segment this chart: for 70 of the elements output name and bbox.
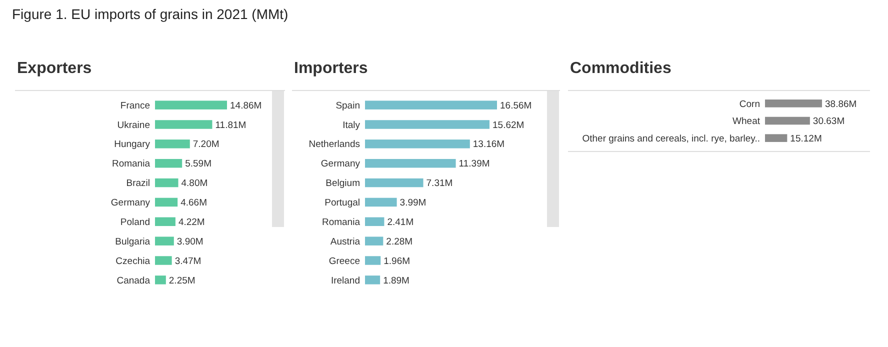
y-tick-label: Wheat xyxy=(732,116,760,128)
y-tick-label: Italy xyxy=(342,120,360,131)
y-tick-label: Netherlands xyxy=(308,139,360,150)
data-label: 1.89M xyxy=(383,275,410,286)
y-tick-label: Corn xyxy=(739,98,760,110)
chart-title: Exporters xyxy=(17,60,92,77)
text: Commodities xyxy=(570,60,672,77)
bar xyxy=(155,120,212,129)
y-tick-label: Canada xyxy=(116,275,151,286)
data-label: 2.25M xyxy=(168,275,196,286)
data-label: 14.86M xyxy=(230,100,262,112)
y-tick-label: Germany xyxy=(110,198,150,209)
y-tick-label: Ukraine xyxy=(117,120,150,131)
y-tick-label: Brazil xyxy=(126,178,150,190)
bar xyxy=(365,158,456,168)
bar xyxy=(365,140,470,148)
y-tick-label: Czechia xyxy=(116,256,151,267)
y-tick-label: Belgium xyxy=(326,178,360,190)
bar xyxy=(155,140,190,148)
bar xyxy=(365,256,381,265)
caption: Figure 1. EU imports of grains in 2021 (MMt) xyxy=(12,6,288,22)
bar xyxy=(365,276,380,284)
bar xyxy=(365,100,497,110)
y-tick-label: Germany xyxy=(320,158,360,170)
data-label: 7.20M xyxy=(192,139,220,150)
y-tick-label: Portugal xyxy=(324,198,360,209)
chart-title: Importers xyxy=(294,60,368,77)
bar xyxy=(155,236,174,246)
y-tick-label: Romania xyxy=(112,158,151,170)
y-tick-label: Ireland xyxy=(330,275,360,286)
bar xyxy=(155,198,178,207)
data-label: 1.96M xyxy=(384,256,410,267)
data-label: 15.62M xyxy=(492,120,524,131)
bar xyxy=(365,120,490,129)
data-label: 3.99M xyxy=(400,198,426,209)
bar xyxy=(155,256,172,265)
bar xyxy=(155,178,178,188)
y-tick-label: France xyxy=(120,100,150,112)
data-label: 3.90M xyxy=(176,236,204,248)
y-tick-label: Hungary xyxy=(114,139,150,150)
data-label: 38.86M xyxy=(825,98,857,110)
data-label: 30.63M xyxy=(812,116,845,128)
data-label: 15.12M xyxy=(790,133,822,144)
y-tick-label: Austria xyxy=(330,236,361,248)
data-label: 4.22M xyxy=(178,216,205,228)
data-label: 4.80M xyxy=(181,178,208,190)
data-label: 3.47M xyxy=(174,256,202,267)
data-label: 13.16M xyxy=(472,139,505,150)
y-tick-label: Bulgaria xyxy=(115,236,151,248)
data-label: 5.59M xyxy=(185,158,212,170)
y-tick-label: Romania xyxy=(322,216,361,228)
bar xyxy=(155,276,166,284)
bar xyxy=(365,236,384,246)
bar xyxy=(155,158,182,168)
data-label: 16.56M xyxy=(500,100,532,112)
y-tick-label: Spain xyxy=(336,100,360,112)
data-label: 11.81M xyxy=(215,120,246,131)
y-tick-label: Other grains and cereals, incl. rye, barley.. xyxy=(582,133,760,144)
bar xyxy=(365,198,397,207)
bar xyxy=(365,217,384,226)
bar xyxy=(155,217,176,226)
data-label: 7.31M xyxy=(426,178,453,190)
y-tick-label: Poland xyxy=(120,216,150,228)
data-label: 2.28M xyxy=(386,236,413,248)
bar xyxy=(365,178,424,188)
data-label: 4.66M xyxy=(180,198,208,209)
data-label: 2.41M xyxy=(387,216,414,228)
data-label: 11.39M xyxy=(458,158,490,170)
bar xyxy=(155,100,227,110)
y-tick-label: Greece xyxy=(328,256,360,267)
